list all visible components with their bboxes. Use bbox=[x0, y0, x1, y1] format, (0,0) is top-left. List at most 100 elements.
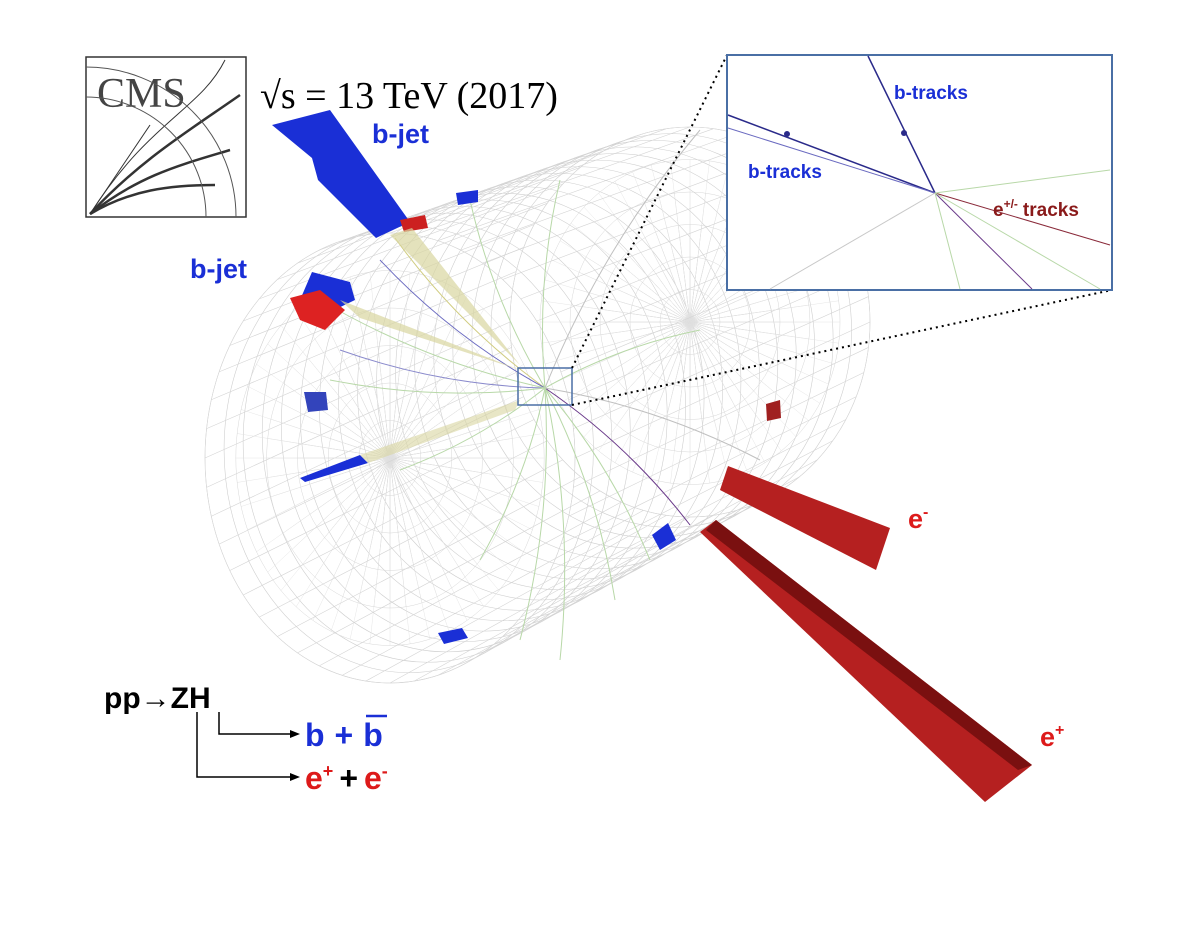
endcap-ring bbox=[266, 307, 514, 609]
endcap-line bbox=[689, 321, 766, 463]
label: b-tracks bbox=[748, 162, 822, 183]
mesh-line bbox=[229, 419, 535, 571]
label: b bbox=[305, 717, 325, 753]
track bbox=[379, 259, 546, 389]
label: b-jet bbox=[372, 119, 429, 149]
inset: b-tracks b-tracks e+/- tracks bbox=[726, 54, 1113, 291]
label: + bbox=[323, 761, 334, 781]
endcap-line bbox=[389, 457, 431, 640]
endcap-line bbox=[583, 206, 691, 323]
endcap-line bbox=[295, 457, 391, 607]
endcap-ring bbox=[297, 345, 483, 571]
em-tower bbox=[400, 215, 428, 232]
vertex bbox=[784, 131, 790, 137]
track bbox=[399, 387, 546, 471]
endcap-ring bbox=[599, 224, 781, 420]
track bbox=[541, 179, 561, 389]
endcap-line bbox=[632, 171, 691, 323]
label: + bbox=[339, 760, 358, 796]
label: e bbox=[305, 760, 323, 796]
arrowhead bbox=[290, 730, 300, 738]
endcap-line bbox=[330, 457, 391, 632]
mesh-line bbox=[560, 396, 857, 545]
tower bbox=[304, 392, 328, 412]
track bbox=[934, 192, 961, 290]
mesh-line bbox=[437, 133, 737, 241]
logo-curve bbox=[89, 124, 151, 215]
label: e bbox=[1040, 722, 1055, 752]
mesh-line bbox=[414, 128, 714, 236]
jet-cone bbox=[360, 400, 520, 463]
label: tracks bbox=[1023, 200, 1079, 221]
arrow bbox=[218, 712, 292, 735]
mesh-line bbox=[206, 347, 512, 488]
endcap-ring bbox=[328, 382, 452, 534]
track bbox=[479, 387, 546, 561]
tower bbox=[300, 455, 368, 482]
positron-tower bbox=[700, 520, 1032, 802]
mesh-line bbox=[259, 459, 563, 618]
endcap-line bbox=[614, 321, 691, 463]
endcap-line bbox=[349, 457, 391, 640]
endcap-line bbox=[389, 457, 539, 507]
energy-label: √s = 13 TeV (2017) bbox=[260, 75, 558, 117]
endcap-line bbox=[570, 222, 691, 323]
endcap-line bbox=[389, 276, 431, 459]
mesh-line bbox=[319, 501, 622, 667]
mesh-line bbox=[573, 347, 869, 488]
endcap-line bbox=[389, 457, 543, 483]
b-jet-tower bbox=[272, 110, 410, 238]
track bbox=[544, 387, 761, 461]
track bbox=[934, 192, 1033, 290]
mesh-line bbox=[574, 321, 871, 459]
arrowhead bbox=[290, 773, 300, 781]
label: - bbox=[923, 504, 928, 521]
logo-arc bbox=[85, 66, 237, 218]
jet-cone bbox=[390, 228, 520, 365]
mesh-line bbox=[297, 490, 601, 654]
mesh-line bbox=[277, 476, 581, 637]
endcap-line bbox=[389, 457, 513, 573]
endcap-line bbox=[389, 295, 468, 459]
inset-frame bbox=[726, 54, 1113, 291]
endcap-line bbox=[541, 300, 691, 323]
tower bbox=[652, 523, 676, 550]
endcap-ring bbox=[569, 191, 811, 453]
tower bbox=[456, 190, 478, 205]
endcap-line bbox=[389, 457, 468, 621]
track bbox=[339, 349, 546, 389]
logo-curve bbox=[89, 183, 216, 216]
track bbox=[519, 387, 547, 641]
mesh-line bbox=[573, 296, 869, 429]
track bbox=[544, 387, 566, 661]
logo-text: CMS bbox=[97, 71, 186, 117]
reaction: pp→ZH bbox=[104, 682, 211, 715]
endcap-line bbox=[614, 181, 691, 323]
mesh-line bbox=[297, 152, 601, 264]
endcap-line bbox=[389, 409, 539, 459]
track bbox=[934, 169, 1111, 194]
track bbox=[769, 192, 936, 290]
mesh-line bbox=[206, 296, 512, 429]
logo-arc bbox=[85, 96, 207, 218]
endcap-line bbox=[241, 457, 391, 507]
endcap-line bbox=[389, 457, 524, 552]
endcap-line bbox=[559, 240, 691, 323]
endcap-line bbox=[369, 272, 391, 459]
endcap-line bbox=[670, 321, 691, 484]
endcap-line bbox=[689, 321, 748, 473]
endcap-line bbox=[559, 321, 691, 404]
mesh-line bbox=[277, 167, 581, 280]
cms-logo: CMS bbox=[85, 56, 247, 218]
label: - bbox=[382, 761, 388, 781]
label: + bbox=[335, 717, 354, 753]
endcap-ring bbox=[659, 289, 721, 355]
endcap-line bbox=[389, 457, 533, 530]
endcap-line bbox=[598, 321, 691, 452]
mesh-line bbox=[460, 141, 759, 251]
process: pp→ZH b + b e+ + e- bbox=[104, 682, 388, 796]
endcap-line bbox=[389, 457, 411, 644]
decay: e+ + e- bbox=[305, 760, 388, 796]
